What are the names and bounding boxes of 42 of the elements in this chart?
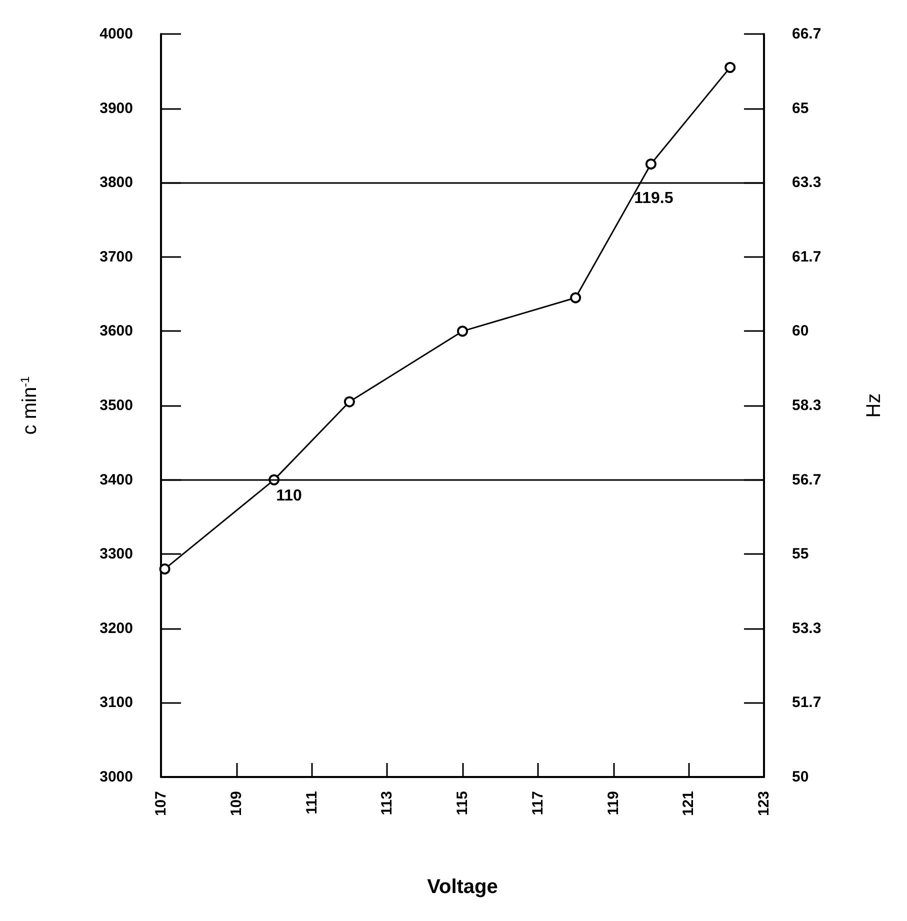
x-tick-label: 121 [680, 791, 698, 816]
y2-tick-label: 66.7 [792, 26, 822, 42]
y-tick-label: 3200 [100, 620, 133, 637]
y-tick-label: 3300 [100, 546, 133, 563]
y-tick-label: 3600 [100, 322, 133, 340]
x-tick-label: 113 [378, 791, 396, 816]
x-tick-label: 111 [303, 791, 320, 814]
y2-tick-label: 55 [792, 546, 809, 563]
y2-tick-label: 61.7 [792, 248, 822, 266]
y2-tick-label: 50 [792, 768, 809, 786]
x-tick-label: 107 [152, 791, 170, 816]
y-tick-label: 3400 [100, 471, 133, 488]
y2-tick-label: 51.7 [792, 694, 822, 712]
point [457, 326, 468, 337]
y2-tick-label: 58.3 [792, 397, 822, 414]
y2-tick-label: 56.7 [792, 471, 822, 488]
y-tick-label: 3500 [100, 397, 133, 414]
x-tick-label: 123 [756, 791, 772, 816]
point [159, 563, 170, 574]
point [724, 62, 736, 73]
y2-tick-label: 63.3 [792, 174, 822, 192]
annotation: 119.5 [634, 190, 674, 208]
point [570, 292, 582, 304]
y-tick-label: 3700 [100, 248, 133, 266]
y2-tick-label: 65 [792, 100, 809, 117]
x-tick-label: 109 [228, 791, 245, 816]
point [344, 396, 355, 408]
y2-axis-title: Hz [863, 393, 885, 418]
y-axis-title: c min-1 [18, 376, 41, 435]
y2-tick-label: 60 [792, 322, 809, 340]
y2-tick-label: 53.3 [792, 620, 822, 637]
y-tick-label: 3000 [100, 768, 133, 786]
annotation: 110 [276, 487, 302, 504]
x-tick-label: 117 [529, 791, 546, 816]
point [645, 158, 656, 170]
x-tick-label: 119 [604, 791, 622, 816]
y-tick-label: 3800 [100, 174, 133, 192]
y-tick-label: 4000 [100, 26, 133, 42]
y-tick-label: 3100 [100, 694, 133, 712]
x-tick-label: 115 [454, 791, 471, 816]
x-axis-title: Voltage [427, 876, 498, 898]
y-tick-label: 3900 [100, 100, 133, 117]
